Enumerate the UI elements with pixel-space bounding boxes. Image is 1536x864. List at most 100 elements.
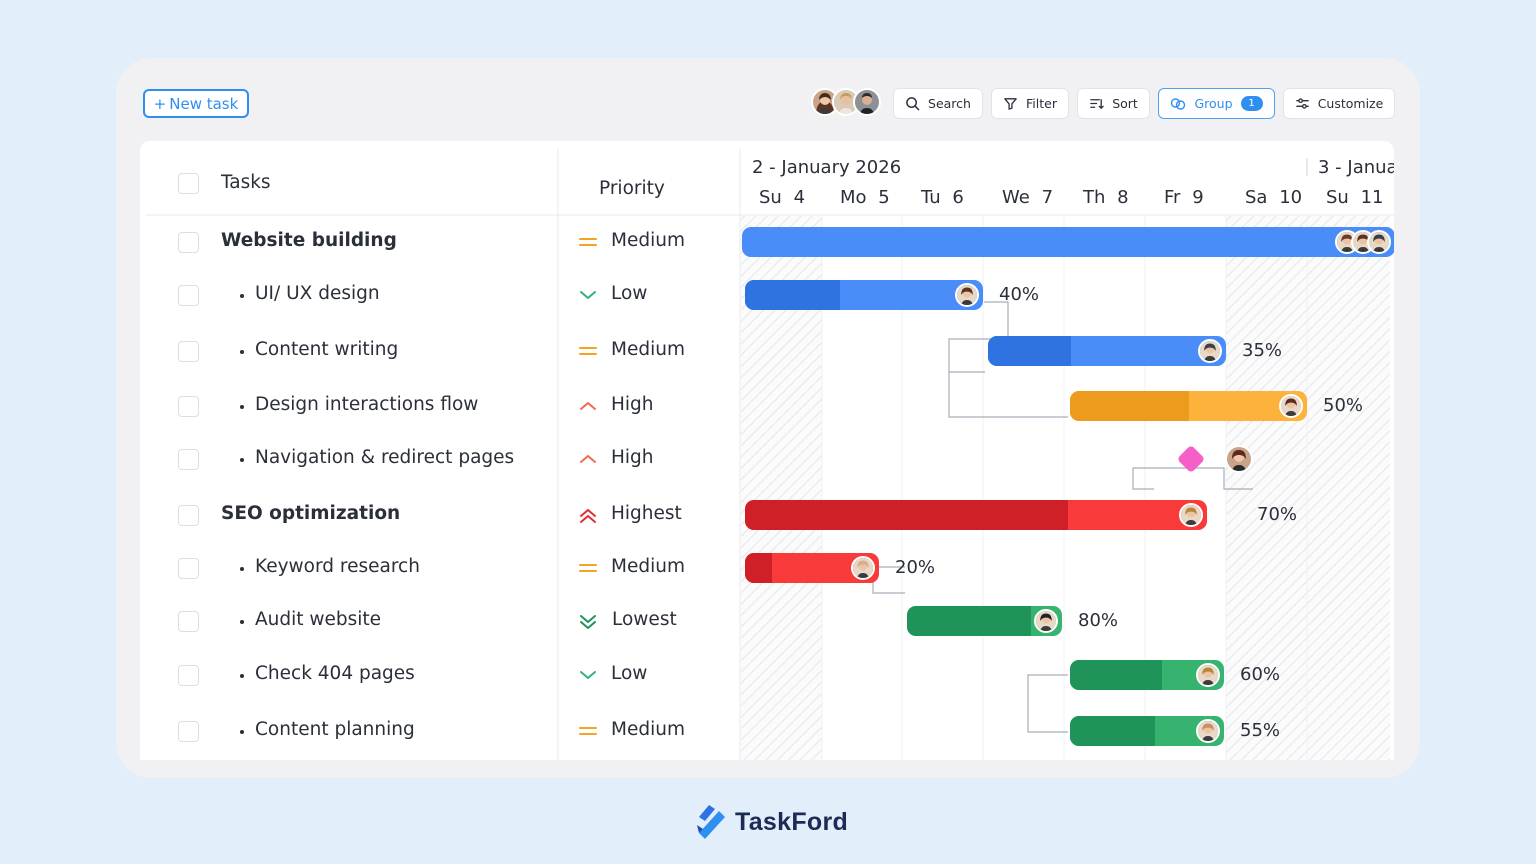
gantt-bar[interactable] — [745, 553, 879, 583]
avatar[interactable] — [853, 88, 881, 116]
gantt-bar[interactable] — [1070, 716, 1224, 746]
day-of-week: Mo — [840, 187, 867, 208]
task-checkbox[interactable] — [178, 558, 199, 579]
assignee-avatar[interactable] — [955, 283, 979, 307]
assignee-avatar[interactable] — [1279, 394, 1303, 418]
gantt-bar[interactable] — [1070, 391, 1307, 421]
tasks-column-header[interactable]: Tasks — [221, 172, 271, 193]
day-number: 9 — [1192, 187, 1204, 208]
priority-value[interactable]: Low — [611, 283, 648, 304]
subtask-bullet — [240, 730, 244, 734]
task-checkbox[interactable] — [178, 285, 199, 306]
day-number: 6 — [952, 187, 964, 208]
progress-label: 50% — [1323, 395, 1364, 416]
progress-fill — [988, 336, 1071, 366]
sliders-icon — [1295, 98, 1309, 109]
progress-label: 70% — [1257, 504, 1298, 525]
priority-column-header[interactable]: Priority — [599, 178, 665, 199]
priority-value[interactable]: Low — [611, 663, 648, 684]
priority-value[interactable]: Medium — [611, 339, 685, 360]
new-task-button[interactable]: + New task — [143, 89, 249, 118]
priority-value[interactable]: High — [611, 447, 654, 468]
task-name[interactable]: Check 404 pages — [255, 663, 415, 684]
task-checkbox[interactable] — [178, 611, 199, 632]
task-name[interactable]: Design interactions flow — [255, 394, 479, 415]
priority-value[interactable]: Medium — [611, 556, 685, 577]
day-label: Fr 9 — [1164, 187, 1204, 208]
priority-value[interactable]: Medium — [611, 230, 685, 251]
task-checkbox[interactable] — [178, 341, 199, 362]
progress-label: 20% — [895, 557, 936, 578]
task-name[interactable]: Content writing — [255, 339, 399, 360]
task-checkbox[interactable] — [178, 396, 199, 417]
assignee-avatar[interactable] — [1179, 503, 1203, 527]
plus-icon: + — [153, 94, 167, 113]
customize-button[interactable]: Customize — [1283, 88, 1395, 119]
task-name[interactable]: Content planning — [255, 719, 415, 740]
low-priority-icon — [579, 667, 597, 686]
day-label: Tu 6 — [921, 187, 964, 208]
day-label: Sa 10 — [1245, 187, 1302, 208]
progress-fill — [907, 606, 1031, 636]
sort-button[interactable]: Sort — [1077, 88, 1150, 119]
subtask-bullet — [240, 405, 244, 409]
progress-fill — [745, 280, 840, 310]
task-name[interactable]: Audit website — [255, 609, 382, 630]
avatar[interactable] — [811, 88, 839, 116]
progress-label: 80% — [1078, 610, 1119, 631]
assignee-avatar[interactable] — [1198, 339, 1222, 363]
assignee-avatar[interactable] — [1034, 609, 1058, 633]
task-checkbox[interactable] — [178, 449, 199, 470]
gantt-bar[interactable] — [745, 500, 1207, 530]
assignee-avatar[interactable] — [1196, 663, 1220, 687]
priority-value[interactable]: Lowest — [612, 609, 677, 630]
search-button[interactable]: Search — [893, 88, 983, 119]
task-name[interactable]: Keyword research — [255, 556, 420, 577]
filter-button[interactable]: Filter — [991, 88, 1069, 119]
day-label: Su 11 — [1326, 187, 1383, 208]
progress-fill — [1070, 716, 1155, 746]
day-number: 11 — [1360, 187, 1384, 208]
subtask-bullet — [240, 620, 244, 624]
medium-priority-icon — [579, 234, 597, 253]
day-number: 4 — [793, 187, 806, 208]
task-checkbox[interactable] — [178, 232, 199, 253]
gantt-bar[interactable] — [907, 606, 1062, 636]
assignee-avatar[interactable] — [1196, 719, 1220, 743]
medium-priority-icon — [579, 723, 597, 742]
assignee-avatar[interactable] — [1367, 230, 1391, 254]
priority-value[interactable]: Highest — [611, 503, 682, 524]
gantt-bar[interactable] — [988, 336, 1226, 366]
lowest-priority-icon — [579, 613, 597, 635]
priority-value[interactable]: Medium — [611, 719, 685, 740]
day-of-week: Tu — [921, 187, 941, 208]
assignee-avatar[interactable] — [1225, 445, 1253, 473]
task-checkbox[interactable] — [178, 721, 199, 742]
day-of-week: Fr — [1164, 187, 1181, 208]
brand-name: TaskFord — [735, 807, 849, 836]
day-number: 5 — [878, 187, 890, 208]
select-all-checkbox[interactable] — [178, 173, 199, 194]
group-button[interactable]: Group 1 — [1158, 88, 1275, 119]
day-label: We 7 — [1002, 187, 1053, 208]
task-name[interactable]: UI/ UX design — [255, 283, 380, 304]
progress-label: 40% — [999, 284, 1040, 305]
progress-label: 55% — [1240, 720, 1281, 741]
task-name[interactable]: Navigation & redirect pages — [255, 447, 515, 468]
medium-priority-icon — [579, 343, 597, 362]
task-checkbox[interactable] — [178, 505, 199, 526]
priority-value[interactable]: High — [611, 394, 654, 415]
task-checkbox[interactable] — [178, 665, 199, 686]
highest-priority-icon — [579, 507, 597, 529]
subtask-bullet — [240, 294, 244, 298]
subtask-bullet — [240, 458, 244, 462]
task-group-name[interactable]: Website building — [221, 230, 397, 251]
assignee-avatar[interactable] — [851, 556, 875, 580]
day-of-week: Sa — [1245, 187, 1268, 208]
gantt-bar[interactable] — [745, 280, 983, 310]
progress-label: 35% — [1242, 340, 1283, 361]
day-label: Su 4 — [759, 187, 805, 208]
gantt-bar[interactable] — [742, 227, 1394, 257]
task-group-name[interactable]: SEO optimization — [221, 503, 401, 524]
gantt-bar[interactable] — [1070, 660, 1224, 690]
